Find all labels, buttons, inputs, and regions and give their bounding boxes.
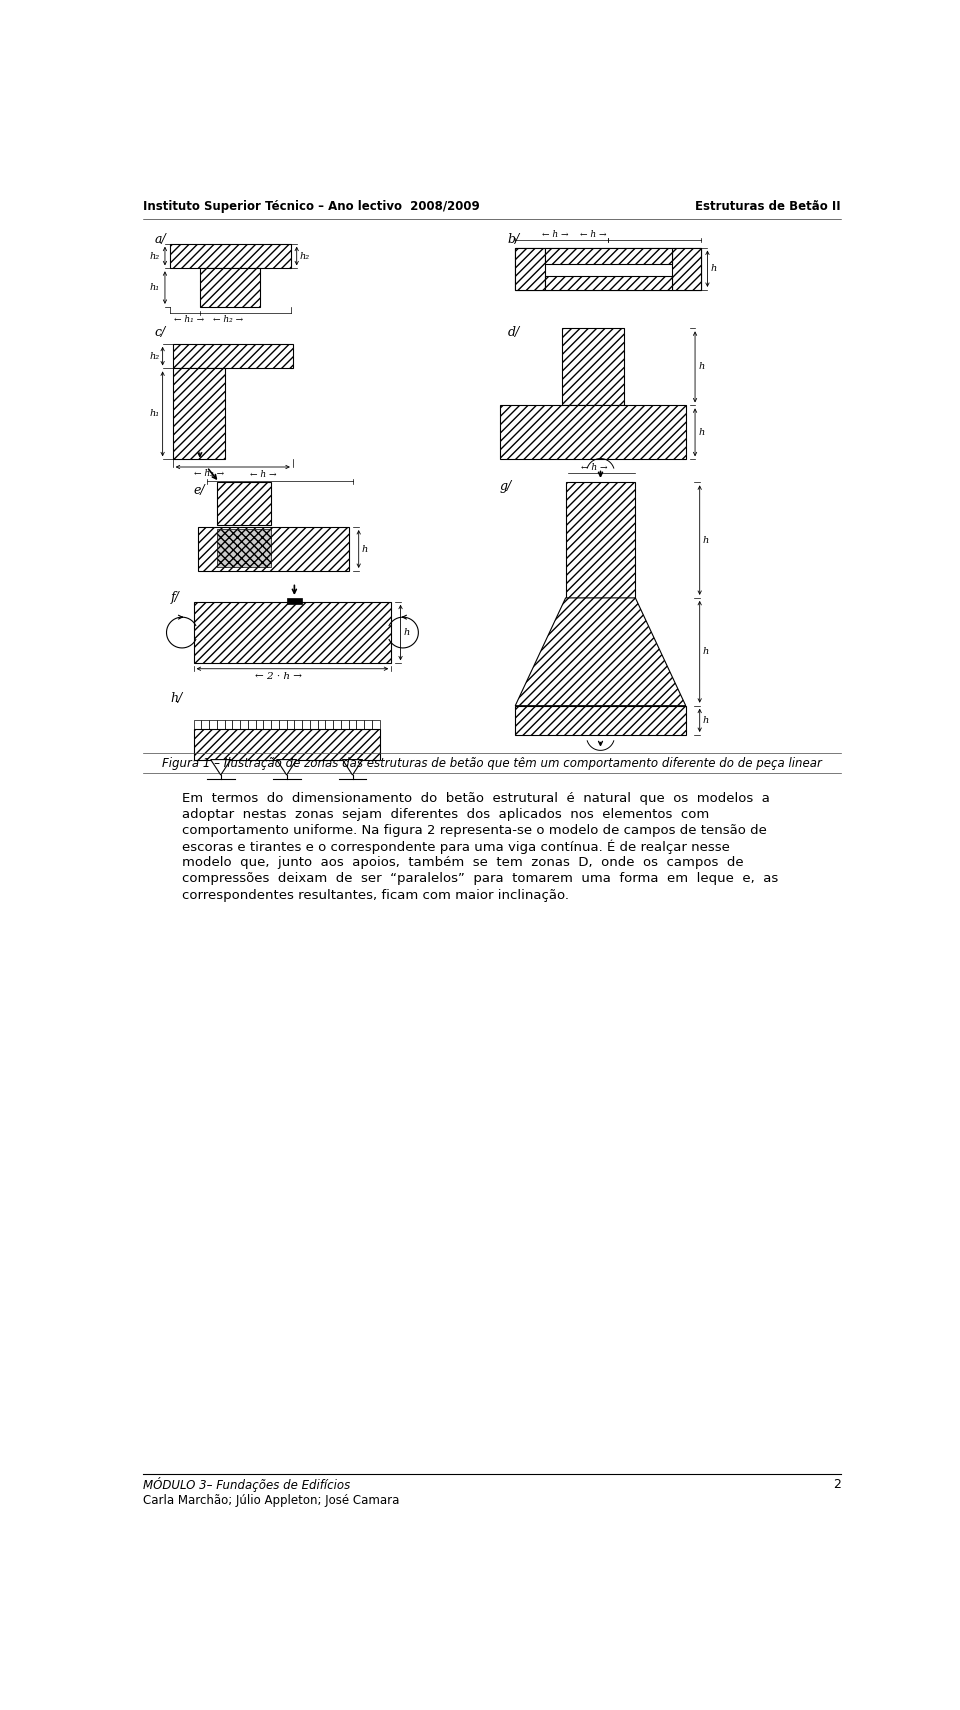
Text: h₁: h₁ xyxy=(150,284,159,292)
Text: ← h →    ← h →: ← h → ← h → xyxy=(542,229,607,239)
Text: h: h xyxy=(362,545,368,554)
Bar xyxy=(202,720,209,728)
Bar xyxy=(372,720,379,728)
Polygon shape xyxy=(343,759,363,775)
Bar xyxy=(198,527,348,571)
Text: MÓDULO 3– Fundações de Edifícios: MÓDULO 3– Fundações de Edifícios xyxy=(143,1477,350,1493)
Bar xyxy=(544,248,672,265)
Text: Instituto Superior Técnico – Ano lectivo  2008/2009: Instituto Superior Técnico – Ano lectivo… xyxy=(143,200,480,214)
Bar xyxy=(565,482,636,598)
Bar xyxy=(516,248,544,291)
Bar xyxy=(194,728,379,759)
Text: 2: 2 xyxy=(833,1479,841,1491)
Text: b/: b/ xyxy=(508,233,519,246)
Text: h: h xyxy=(703,535,709,545)
Polygon shape xyxy=(210,759,230,775)
Bar xyxy=(348,720,356,728)
Text: d/: d/ xyxy=(508,325,519,339)
Bar xyxy=(170,245,291,268)
Text: h₂: h₂ xyxy=(150,251,159,260)
Bar xyxy=(672,248,701,291)
Text: ← h₁ →: ← h₁ → xyxy=(175,315,204,323)
Bar xyxy=(295,720,302,728)
Bar xyxy=(516,248,701,291)
Bar xyxy=(225,720,232,728)
Text: a/: a/ xyxy=(155,233,167,246)
Bar xyxy=(255,720,263,728)
Bar xyxy=(240,720,248,728)
Bar xyxy=(248,720,255,728)
Text: ← 2 · h →: ← 2 · h → xyxy=(255,672,302,681)
Text: h: h xyxy=(698,363,705,371)
Bar xyxy=(194,720,202,728)
Bar xyxy=(217,528,271,568)
Text: ← h →: ← h → xyxy=(581,462,608,472)
Text: h: h xyxy=(698,428,705,436)
Bar xyxy=(500,405,685,460)
Bar xyxy=(287,720,295,728)
Bar xyxy=(271,720,278,728)
Bar xyxy=(562,328,624,405)
Bar xyxy=(278,720,287,728)
Bar xyxy=(217,482,271,525)
Polygon shape xyxy=(516,598,685,706)
Text: h₂: h₂ xyxy=(300,251,310,260)
Text: Figura 1 – Ilustração de zonas das estruturas de betão que têm um comportamento : Figura 1 – Ilustração de zonas das estru… xyxy=(162,758,822,770)
Text: modelo  que,  junto  aos  apoios,  também  se  tem  zonas  D,  onde  os  campos : modelo que, junto aos apoios, também se … xyxy=(182,857,744,869)
Bar xyxy=(516,706,685,735)
Bar xyxy=(217,720,225,728)
Text: h₂: h₂ xyxy=(150,352,159,361)
Text: correspondentes resultantes, ficam com maior inclinação.: correspondentes resultantes, ficam com m… xyxy=(182,889,569,901)
Text: Em  termos  do  dimensionamento  do  betão  estrutural  é  natural  que  os  mod: Em termos do dimensionamento do betão es… xyxy=(182,792,770,805)
Text: ← h →: ← h → xyxy=(251,470,276,479)
Bar xyxy=(173,368,226,460)
Text: g/: g/ xyxy=(500,481,512,492)
Text: ← h₂ →: ← h₂ → xyxy=(194,469,225,477)
Bar xyxy=(544,275,672,291)
Text: h: h xyxy=(403,628,410,638)
Bar xyxy=(310,720,318,728)
Text: ← h₂ →: ← h₂ → xyxy=(213,315,243,323)
Polygon shape xyxy=(276,759,297,775)
Bar xyxy=(333,720,341,728)
Bar xyxy=(287,598,302,604)
Text: h: h xyxy=(703,648,709,657)
Text: comportamento uniforme. Na figura 2 representa-se o modelo de campos de tensão d: comportamento uniforme. Na figura 2 repr… xyxy=(182,824,767,836)
Text: h/: h/ xyxy=(170,691,182,705)
Text: Carla Marchão; Júlio Appleton; José Camara: Carla Marchão; Júlio Appleton; José Cama… xyxy=(143,1495,399,1507)
Bar xyxy=(302,720,310,728)
Bar xyxy=(200,268,260,306)
Bar xyxy=(318,720,325,728)
Text: adoptar  nestas  zonas  sejam  diferentes  dos  aplicados  nos  elementos  com: adoptar nestas zonas sejam diferentes do… xyxy=(182,807,709,821)
Bar xyxy=(364,720,372,728)
Text: h: h xyxy=(703,716,709,725)
Text: c/: c/ xyxy=(155,325,166,339)
Bar xyxy=(341,720,348,728)
Bar xyxy=(194,602,392,663)
Text: h₁: h₁ xyxy=(150,409,159,419)
Text: compressões  deixam  de  ser  “paralelos”  para  tomarem  uma  forma  em  leque : compressões deixam de ser “paralelos” pa… xyxy=(182,872,779,886)
Bar xyxy=(209,720,217,728)
Text: f/: f/ xyxy=(170,592,180,604)
Text: h: h xyxy=(710,263,717,274)
Text: Estruturas de Betão II: Estruturas de Betão II xyxy=(695,200,841,214)
Bar xyxy=(325,720,333,728)
Text: escoras e tirantes e o correspondente para uma viga contínua. É de realçar nesse: escoras e tirantes e o correspondente pa… xyxy=(182,840,730,853)
Bar xyxy=(232,720,240,728)
Text: e/: e/ xyxy=(194,484,205,496)
Bar xyxy=(356,720,364,728)
Bar xyxy=(263,720,271,728)
Bar xyxy=(173,344,293,368)
